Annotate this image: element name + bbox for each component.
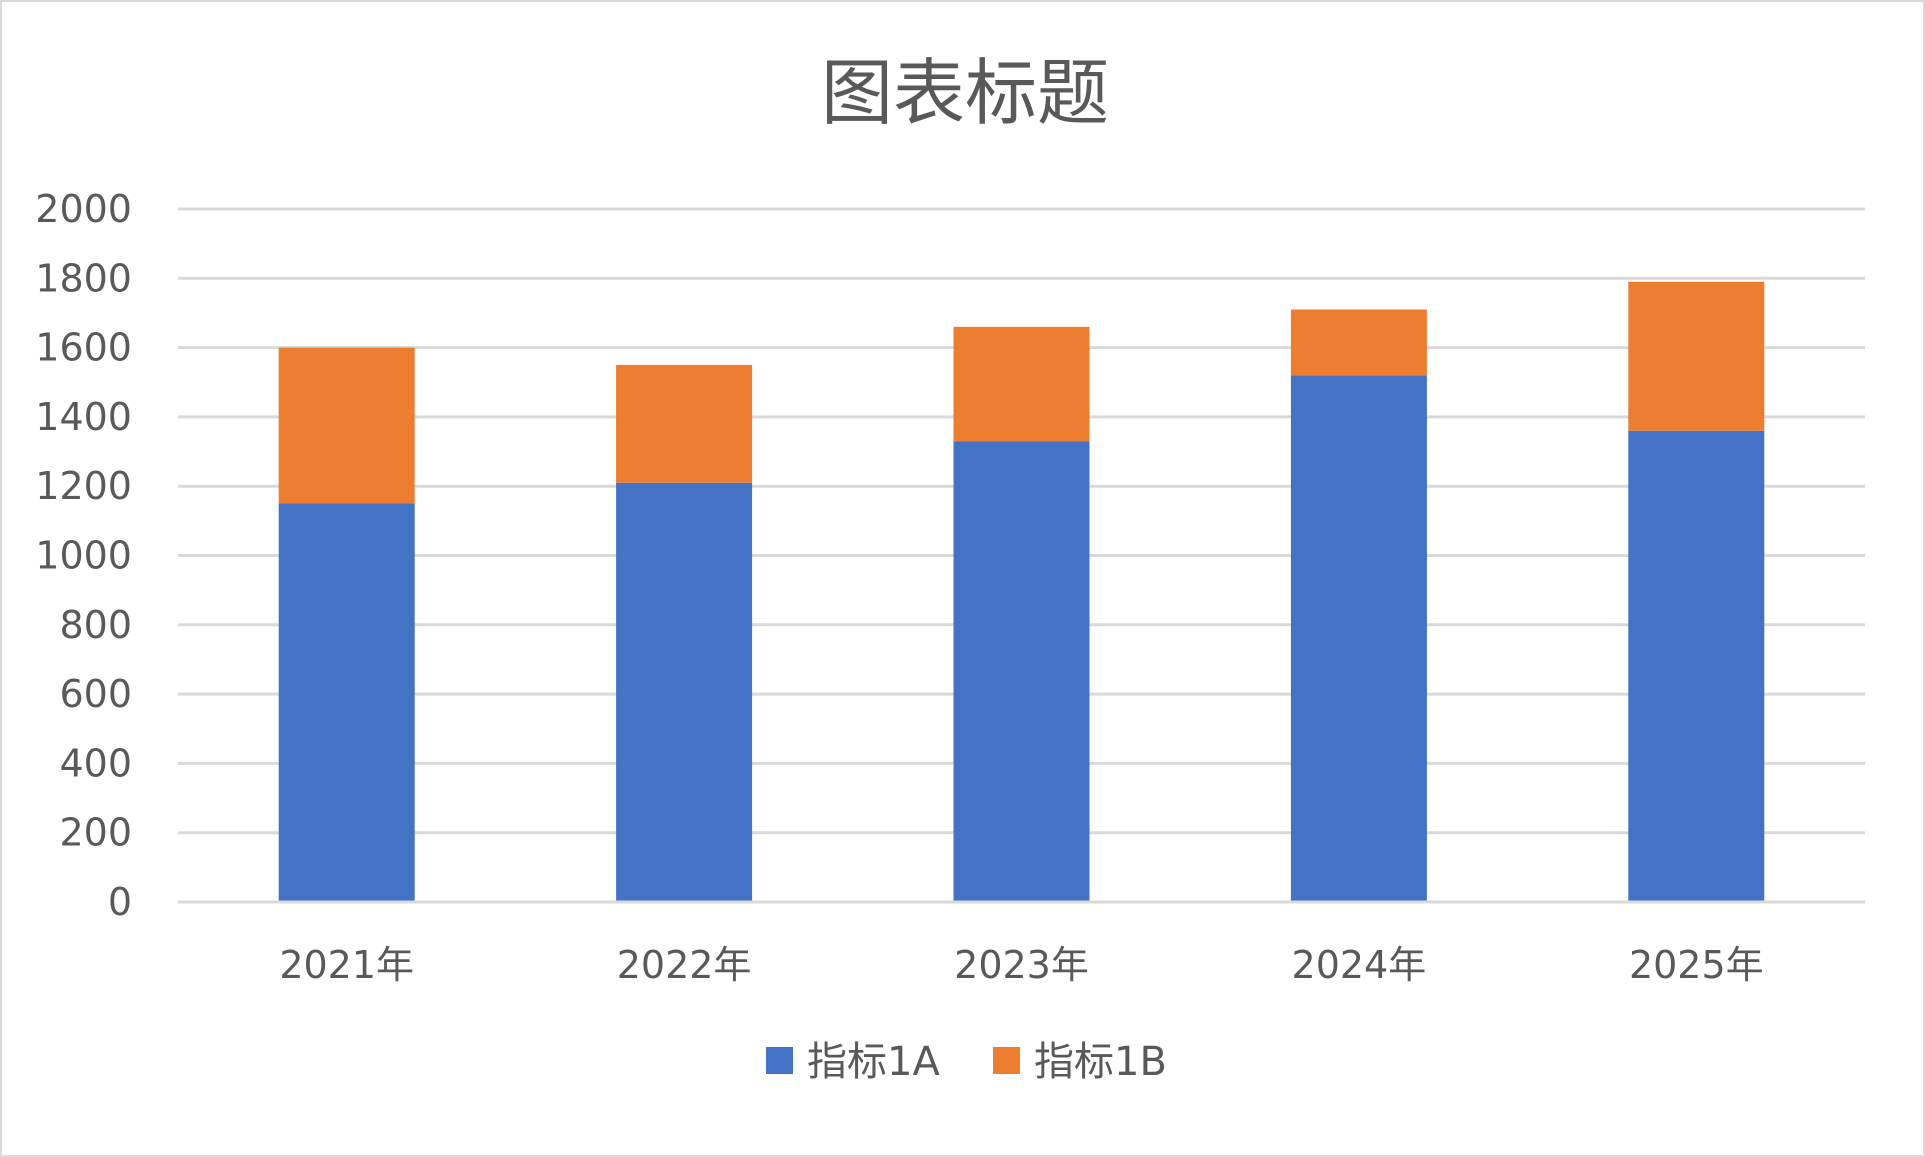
- bar-segment-b: [1628, 281, 1765, 431]
- gridlines: [178, 207, 1865, 835]
- y-tick-label: 1400: [35, 395, 132, 439]
- bar-segment-b: [1290, 309, 1427, 376]
- y-tick-label: 800: [59, 603, 132, 647]
- bar-segment-a: [616, 482, 753, 902]
- bars: [278, 281, 1765, 902]
- y-tick-label: 600: [59, 672, 132, 716]
- legend-label: 指标1A: [807, 1039, 940, 1085]
- y-tick-label: 1000: [35, 534, 132, 578]
- legend: 指标1A 指标1B: [766, 1039, 1167, 1085]
- legend-swatch: [993, 1047, 1020, 1074]
- chart-title: 图表标题: [821, 51, 1109, 135]
- legend-swatch: [766, 1047, 793, 1074]
- y-tick-label: 1200: [35, 464, 132, 508]
- x-tick-label: 2021年: [279, 943, 414, 987]
- x-tick-label: 2023年: [954, 943, 1089, 987]
- y-tick-label: 400: [59, 741, 132, 785]
- bar-segment-a: [953, 441, 1090, 902]
- bar-segment-b: [616, 364, 753, 483]
- x-axis-tick-labels: 2021年 2022年 2023年 2024年 2025年: [279, 943, 1763, 987]
- y-tick-label: 1600: [35, 326, 132, 370]
- y-tick-label: 1800: [35, 256, 132, 300]
- bar-segment-a: [278, 503, 415, 902]
- y-tick-label: 200: [59, 811, 132, 855]
- y-tick-label: 0: [108, 880, 132, 924]
- bar-segment-b: [278, 347, 415, 504]
- bar-segment-a: [1628, 430, 1765, 902]
- x-tick-label: 2024年: [1292, 943, 1427, 987]
- x-tick-label: 2022年: [617, 943, 752, 987]
- bar-segment-a: [1290, 375, 1427, 902]
- x-tick-label: 2025年: [1629, 943, 1764, 987]
- y-tick-label: 2000: [35, 187, 132, 231]
- bar-segment-b: [953, 326, 1090, 442]
- y-axis-tick-labels: 0 200 400 600 800 1000 1200 1400 1600 1800 2000: [35, 187, 132, 924]
- legend-label: 指标1B: [1034, 1039, 1167, 1085]
